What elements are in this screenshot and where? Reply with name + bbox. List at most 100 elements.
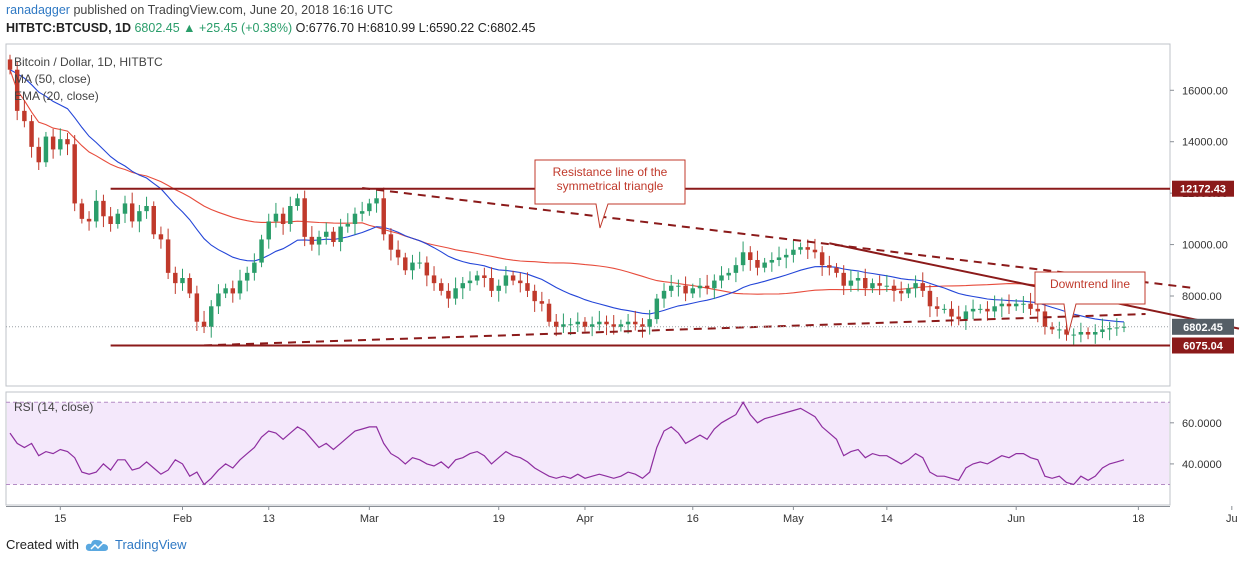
candle-body (101, 200, 106, 217)
candle-body (553, 321, 559, 327)
candle-body (510, 275, 516, 281)
ema20-line (9, 69, 1125, 323)
candle-body (963, 311, 969, 320)
downtrend-line (829, 242, 1240, 330)
candle-body (1035, 308, 1040, 312)
candle-body (424, 262, 430, 276)
candle-body (496, 285, 501, 291)
candle-body (108, 216, 113, 224)
rsi-band (7, 402, 1169, 485)
candle-body (173, 272, 178, 284)
candle-body (1021, 303, 1026, 305)
candle-body (1057, 329, 1062, 331)
candle-body (589, 324, 595, 327)
candle-body (122, 203, 128, 214)
candle-body (855, 278, 861, 281)
x-tick-label: 14 (881, 513, 893, 525)
candle-body (324, 231, 329, 237)
chart-title: Bitcoin / Dollar, 1D, HITBTC (14, 55, 163, 69)
x-tick-label: Jun (1007, 513, 1025, 525)
candle-body (568, 324, 573, 326)
candle-body (50, 136, 56, 150)
x-tick-label: Apr (576, 513, 593, 525)
candle-body (582, 321, 588, 327)
candle-body (288, 206, 293, 224)
y-tick-label: 14000.00 (1182, 137, 1228, 149)
downtrend-annotation[interactable]: Downtrend line (1034, 271, 1146, 336)
candle-body (748, 252, 753, 260)
rsi-legend[interactable]: RSI (14, close) (14, 400, 94, 414)
price-change: 6802.45 ▲ +25.45 (+0.38%) (134, 21, 293, 35)
candle-body (295, 198, 300, 206)
candle-body (762, 262, 767, 268)
candle-body (338, 226, 343, 242)
candle-body (129, 203, 135, 222)
candle-body (388, 234, 394, 250)
candle-body (22, 110, 27, 122)
price-label-box (1172, 180, 1234, 197)
candle-body (151, 206, 156, 235)
ma-legend[interactable]: MA (50, close) (14, 72, 91, 86)
close-value: C:6802.45 (477, 21, 536, 35)
candle-body (403, 257, 408, 271)
rsi-line (9, 401, 1125, 486)
x-tick-label: 18 (1132, 513, 1144, 525)
candle-body (438, 283, 444, 291)
candle-body (827, 265, 832, 268)
candle-body (841, 272, 846, 286)
x-tick-label: 16 (687, 513, 699, 525)
candle-body (877, 283, 882, 286)
candle-body (999, 303, 1005, 307)
candle-body (316, 236, 322, 245)
candle-body (776, 257, 782, 260)
published-text: published on TradingView.com, June 20, 2… (73, 3, 393, 17)
candle-body (676, 285, 681, 287)
candle-body (992, 306, 997, 312)
candle-body (819, 252, 825, 266)
candle-body (216, 293, 221, 307)
candle-body (647, 319, 652, 327)
candle-body (611, 324, 616, 327)
candle-body (561, 324, 566, 327)
price-label: 6802.45 (1183, 322, 1223, 334)
candle-body (395, 249, 401, 258)
candle-body (1006, 303, 1012, 307)
candle-body (863, 278, 868, 289)
candle-body (898, 290, 904, 294)
candle-body (618, 324, 624, 327)
tradingview-link[interactable]: TradingView (114, 537, 187, 552)
candle-body (719, 275, 724, 281)
candle-body (467, 280, 473, 284)
candle-body (43, 136, 49, 163)
candle-body (417, 262, 422, 264)
price-label-box (1172, 337, 1234, 354)
candle-body (7, 59, 13, 70)
candle-body (884, 285, 890, 287)
candle-body (532, 290, 537, 302)
candle-body (834, 267, 839, 273)
publisher-link[interactable]: ranadagger (6, 3, 70, 17)
candle-body (726, 272, 731, 276)
footer: Created with TradingView (6, 537, 187, 552)
candle-body (812, 249, 818, 253)
candle-body (625, 321, 631, 325)
ohlc-line: HITBTC:BTCUSD, 1D 6802.45 ▲ +25.45 (+0.3… (6, 21, 535, 35)
downtrend-annotation-box (1034, 271, 1146, 336)
candle-body (345, 224, 351, 227)
candle-body (94, 200, 99, 222)
triangle-support-line (204, 313, 1146, 347)
candle-body (431, 275, 437, 284)
candle-body (194, 293, 200, 322)
candle-body (367, 203, 372, 212)
candle-body (934, 306, 940, 309)
x-tick-label: Feb (173, 513, 192, 525)
candle-body (209, 306, 214, 327)
candle-body (65, 139, 70, 145)
ema-legend[interactable]: EMA (20, close) (14, 89, 99, 103)
candle-body (280, 213, 286, 224)
candle-body (1049, 326, 1055, 330)
candle-body (453, 288, 458, 299)
candle-body (949, 308, 954, 317)
